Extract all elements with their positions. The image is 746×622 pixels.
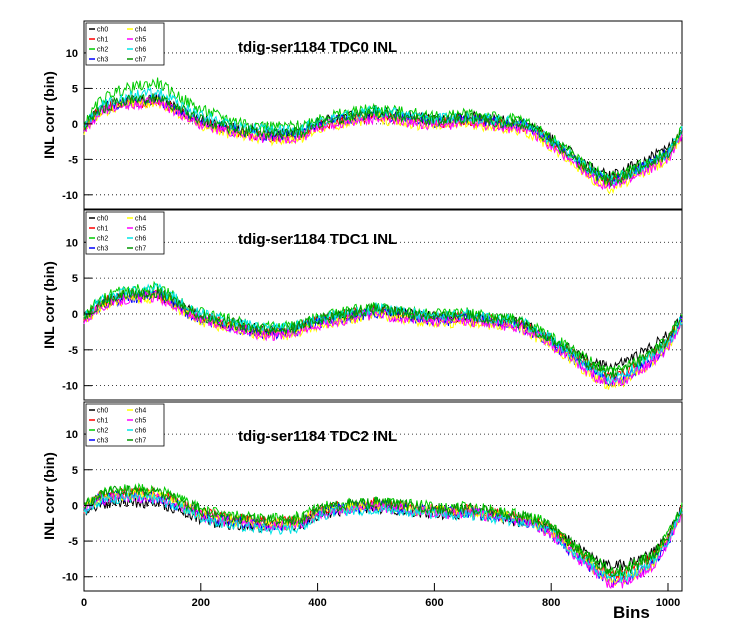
y-tick-label: 10 xyxy=(66,237,78,249)
legend-label-ch2: ch2 xyxy=(97,236,108,243)
legend-label-ch5: ch5 xyxy=(135,37,146,44)
y-tick-label: -10 xyxy=(62,381,78,393)
series-ch6 xyxy=(83,86,683,185)
y-tick-label: -10 xyxy=(62,190,78,202)
y-tick-label: -10 xyxy=(62,572,78,584)
series-ch7 xyxy=(83,93,683,188)
series-ch5 xyxy=(83,94,683,191)
y-tick-label: 10 xyxy=(66,48,78,60)
legend-box xyxy=(85,211,165,255)
series-ch7 xyxy=(83,484,683,578)
legend-label-ch4: ch4 xyxy=(135,27,146,34)
x-tick-label: 400 xyxy=(308,597,326,609)
y-tick-label: -5 xyxy=(68,536,78,548)
series-ch7 xyxy=(83,286,683,379)
series-group xyxy=(83,482,683,589)
y-tick-label: 5 xyxy=(72,465,78,477)
legend-label-ch1: ch1 xyxy=(97,37,108,44)
y-axis-label: INL corr (bin) xyxy=(41,452,57,540)
panel-tdc2: 10 5 0 -5 -10 0 200 400 600 800 1000 tdig-ser1184… xyxy=(41,401,683,622)
legend-label-ch4: ch4 xyxy=(135,408,146,415)
x-tick-label: 800 xyxy=(542,597,560,609)
legend-label-ch3: ch3 xyxy=(97,438,108,445)
series-ch4 xyxy=(83,97,683,195)
legend-label-ch6: ch6 xyxy=(135,47,146,54)
legend-label-ch0: ch0 xyxy=(97,408,108,415)
y-tick-label: 0 xyxy=(72,500,78,512)
y-tick-label: -5 xyxy=(68,345,78,357)
x-tick-label: 1000 xyxy=(656,597,680,609)
legend-label-ch4: ch4 xyxy=(135,216,146,223)
legend-label-ch7: ch7 xyxy=(135,57,146,64)
legend-label-ch0: ch0 xyxy=(97,27,108,34)
x-tick-label: 600 xyxy=(425,597,443,609)
series-group xyxy=(83,77,683,195)
y-tick-label: 10 xyxy=(66,429,78,441)
x-axis-label: Bins xyxy=(613,603,650,622)
panel-tdc1: 10 5 0 -5 -10 tdig-ser1184 TDC1 INL INL corr… xyxy=(41,209,683,401)
legend-label-ch7: ch7 xyxy=(135,246,146,253)
legend-label-ch2: ch2 xyxy=(97,428,108,435)
y-tick-label: -5 xyxy=(68,154,78,166)
legend-label-ch6: ch6 xyxy=(135,428,146,435)
x-tick-label: 200 xyxy=(192,597,210,609)
legend: ch0 ch1 ch2 ch3 ch4 ch5 ch6 ch7 xyxy=(85,403,165,447)
legend-label-ch1: ch1 xyxy=(97,418,108,425)
legend-box xyxy=(85,22,165,66)
legend-box xyxy=(85,403,165,447)
panel-title: tdig-ser1184 TDC1 INL xyxy=(238,231,397,248)
legend-label-ch1: ch1 xyxy=(97,226,108,233)
legend-label-ch7: ch7 xyxy=(135,438,146,445)
x-tick-label: 0 xyxy=(81,597,87,609)
legend: ch0 ch1 ch2 ch3 ch4 ch5 ch6 ch7 xyxy=(85,211,165,255)
series-group xyxy=(83,280,683,390)
legend-label-ch2: ch2 xyxy=(97,47,108,54)
panel-tdc0: 10 5 0 -5 -10 tdig-ser1184 TDC0 INL INL corr… xyxy=(41,20,683,210)
legend-label-ch5: ch5 xyxy=(135,418,146,425)
y-tick-label: 5 xyxy=(72,83,78,95)
legend-label-ch5: ch5 xyxy=(135,226,146,233)
y-axis-label: INL corr (bin) xyxy=(41,71,57,159)
panel-title: tdig-ser1184 TDC2 INL xyxy=(238,428,397,445)
y-tick-label: 0 xyxy=(72,309,78,321)
legend-label-ch3: ch3 xyxy=(97,246,108,253)
legend-label-ch0: ch0 xyxy=(97,216,108,223)
legend-label-ch6: ch6 xyxy=(135,236,146,243)
y-axis-ticks: 10 5 0 -5 -10 xyxy=(62,48,92,202)
y-tick-label: 5 xyxy=(72,273,78,285)
y-tick-label: 0 xyxy=(72,119,78,131)
y-axis-label: INL corr (bin) xyxy=(41,261,57,349)
x-axis-ticks: 0 200 400 600 800 1000 xyxy=(81,583,680,609)
legend: ch0 ch1 ch2 ch3 ch4 ch5 ch6 ch7 xyxy=(85,22,165,66)
y-axis-ticks: 10 5 0 -5 -10 xyxy=(62,237,92,393)
legend-label-ch3: ch3 xyxy=(97,57,108,64)
panel-title: tdig-ser1184 TDC0 INL xyxy=(238,39,397,56)
